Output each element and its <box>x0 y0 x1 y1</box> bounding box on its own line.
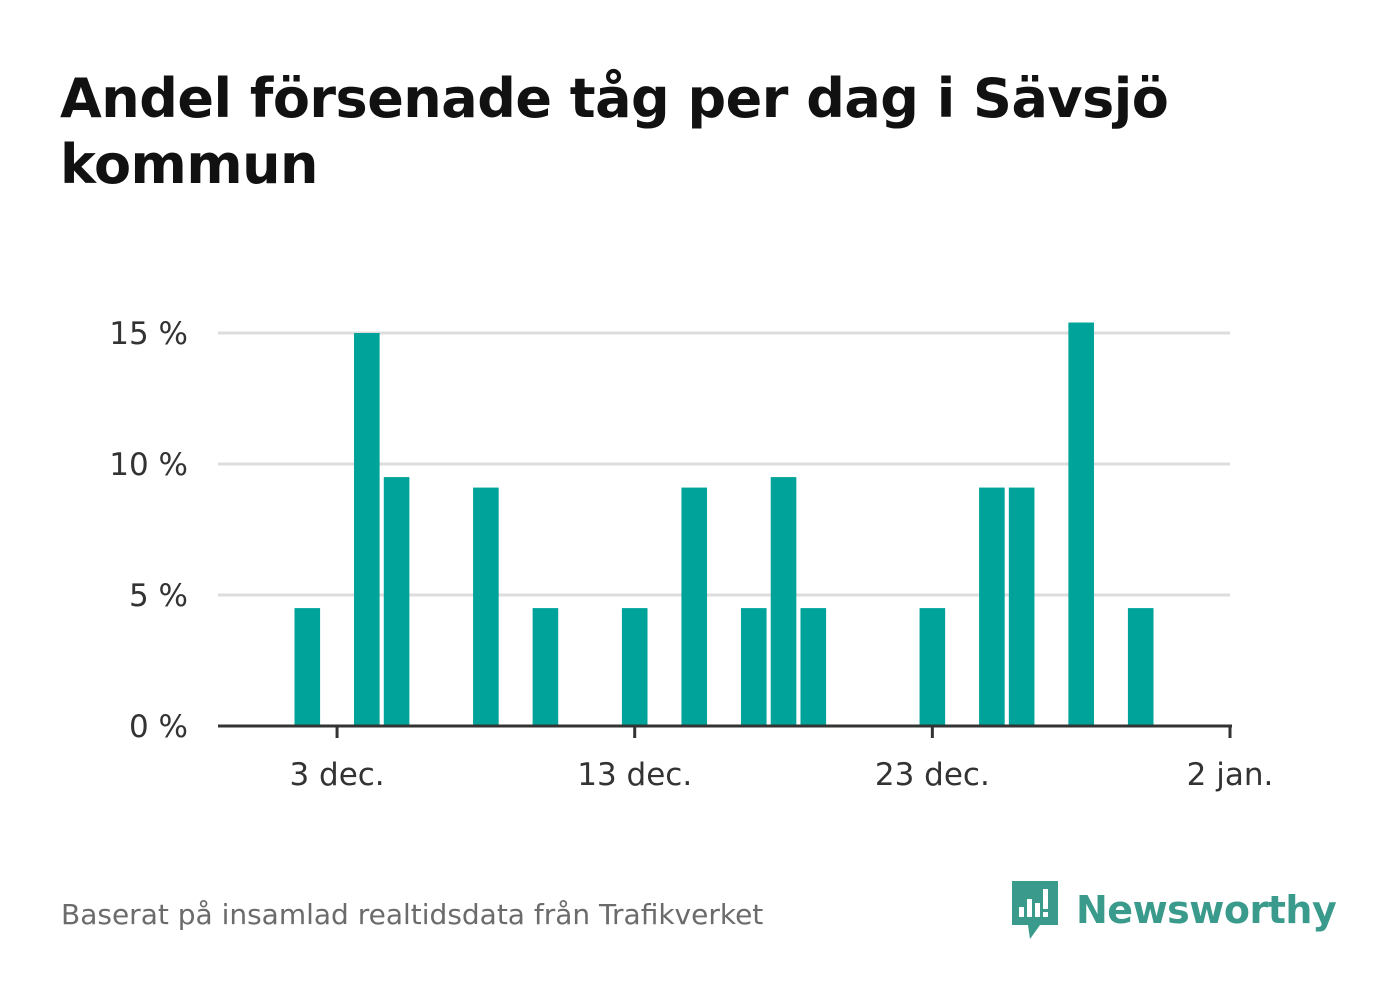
x-tick-label: 3 dec. <box>289 757 384 793</box>
bar <box>919 608 946 726</box>
chart-title: Andel försenade tåg per dag i Sävsjö kom… <box>60 67 1169 196</box>
bar <box>532 608 559 726</box>
axes: 0 % 5 % 10 % 15 % 3 dec. 13 dec. 23 dec. 2 jan. <box>109 316 1273 793</box>
y-tick-label: 15 % <box>109 316 188 352</box>
bar <box>979 487 1005 726</box>
bar-chart: 0 % 5 % 10 % 15 % 3 dec. 13 dec. 23 dec. 2 jan. <box>109 316 1273 793</box>
source-note: Baserat på insamlad realtidsdata från Tr… <box>61 898 764 931</box>
y-tick-label: 10 % <box>109 447 188 483</box>
brand-name: Newsworthy <box>1076 888 1337 932</box>
x-tick-label: 2 jan. <box>1187 757 1274 793</box>
bar <box>770 477 797 726</box>
bars <box>294 322 1154 726</box>
bar <box>473 487 499 726</box>
bar <box>681 487 708 726</box>
bar <box>354 333 380 726</box>
bar <box>1068 322 1094 726</box>
y-tick-label: 5 % <box>129 578 188 614</box>
brand: Newsworthy <box>1010 878 1337 942</box>
x-tick-label: 23 dec. <box>875 757 990 793</box>
bar <box>383 477 410 726</box>
bar <box>1008 487 1035 726</box>
bar <box>800 608 827 726</box>
newsworthy-logo-icon <box>1012 881 1058 939</box>
bar <box>294 608 321 726</box>
bar <box>740 608 767 726</box>
bar <box>621 608 648 726</box>
y-tick-label: 0 % <box>129 709 188 745</box>
x-tick-label: 13 dec. <box>577 757 692 793</box>
bar <box>1127 608 1154 726</box>
